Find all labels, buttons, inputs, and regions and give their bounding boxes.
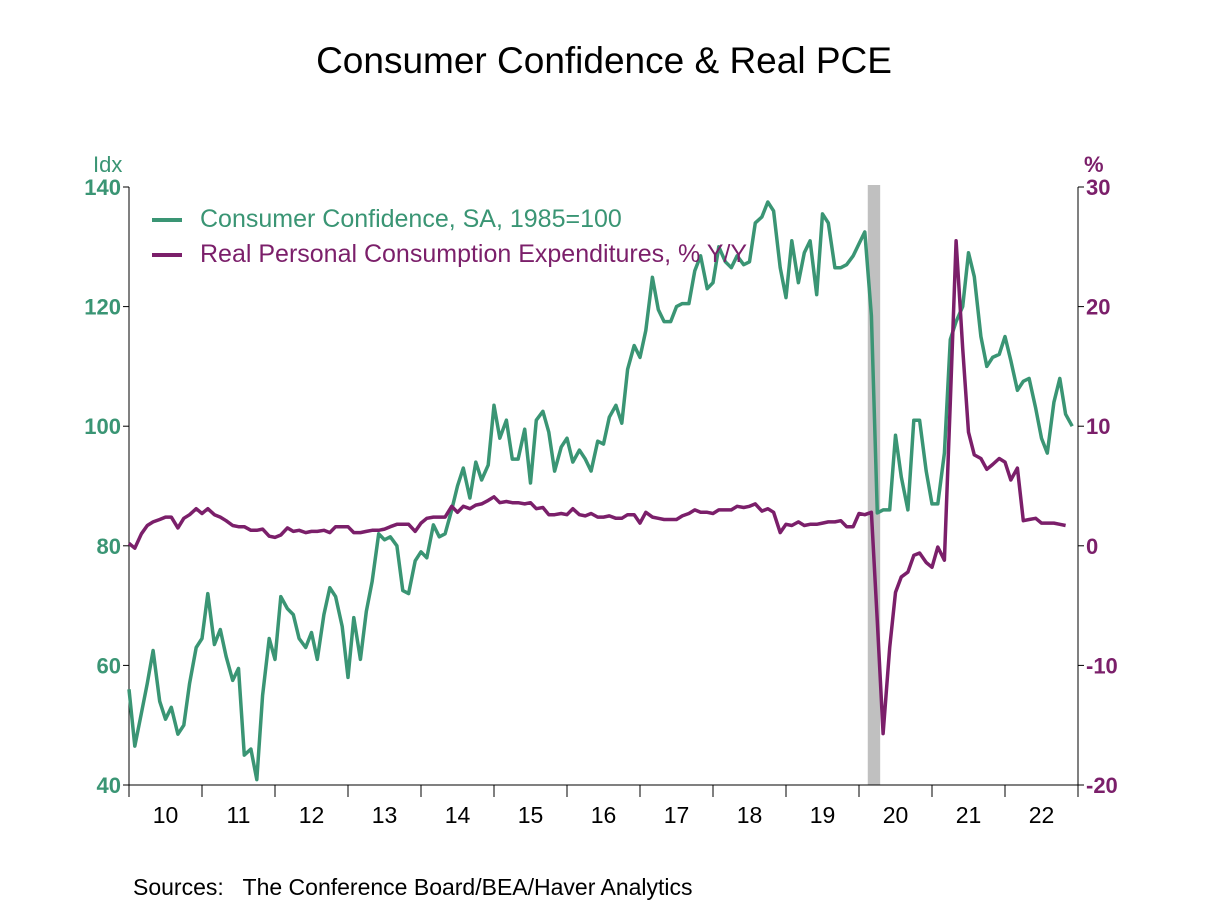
x-tick-label: 19 bbox=[810, 802, 836, 828]
right-tick-label: 10 bbox=[1086, 414, 1110, 439]
legend-swatch-real-pce bbox=[152, 253, 182, 258]
x-tick-label: 20 bbox=[883, 802, 909, 828]
left-tick-label: 60 bbox=[97, 653, 121, 678]
legend-label-consumer-confidence: Consumer Confidence, SA, 1985=100 bbox=[200, 205, 622, 233]
series-line-0 bbox=[127, 200, 1074, 782]
source-text: The Conference Board/BEA/Haver Analytics bbox=[242, 874, 693, 900]
right-tick-label: -20 bbox=[1086, 773, 1118, 798]
x-tick-label: 11 bbox=[227, 802, 251, 828]
source-note: Sources: The Conference Board/BEA/Haver … bbox=[133, 874, 693, 901]
legend-label-real-pce: Real Personal Consumption Expenditures, … bbox=[200, 240, 748, 268]
left-tick-label: 120 bbox=[84, 295, 121, 320]
left-axis-unit: Idx bbox=[93, 152, 123, 177]
x-tick-label: 16 bbox=[591, 802, 617, 828]
legend-item-real-pce: Real Personal Consumption Expenditures, … bbox=[152, 240, 747, 269]
left-tick-label: 40 bbox=[97, 773, 121, 798]
x-tick-label: 18 bbox=[737, 802, 763, 828]
x-tick-label: 10 bbox=[153, 802, 179, 828]
x-tick-label: 13 bbox=[372, 802, 398, 828]
right-tick-label: 30 bbox=[1086, 175, 1110, 200]
left-tick-label: 140 bbox=[84, 175, 121, 200]
left-tick-label: 100 bbox=[84, 414, 121, 439]
legend-item-consumer-confidence: Consumer Confidence, SA, 1985=100 bbox=[152, 205, 622, 234]
source-label: Sources: bbox=[133, 874, 224, 900]
right-tick-label: 20 bbox=[1086, 295, 1110, 320]
right-tick-label: 0 bbox=[1086, 534, 1098, 559]
legend-swatch-consumer-confidence bbox=[152, 218, 182, 223]
x-tick-label: 22 bbox=[1029, 802, 1055, 828]
chart-title: Consumer Confidence & Real PCE bbox=[316, 40, 892, 81]
right-axis-unit: % bbox=[1084, 152, 1104, 177]
x-tick-label: 21 bbox=[956, 802, 982, 828]
right-tick-label: -10 bbox=[1086, 653, 1118, 678]
x-tick-label: 12 bbox=[299, 802, 325, 828]
x-tick-label: 15 bbox=[518, 802, 544, 828]
x-tick-label: 14 bbox=[445, 802, 471, 828]
series-line-1 bbox=[127, 239, 1066, 736]
left-tick-label: 80 bbox=[97, 534, 121, 559]
x-tick-label: 17 bbox=[664, 802, 690, 828]
